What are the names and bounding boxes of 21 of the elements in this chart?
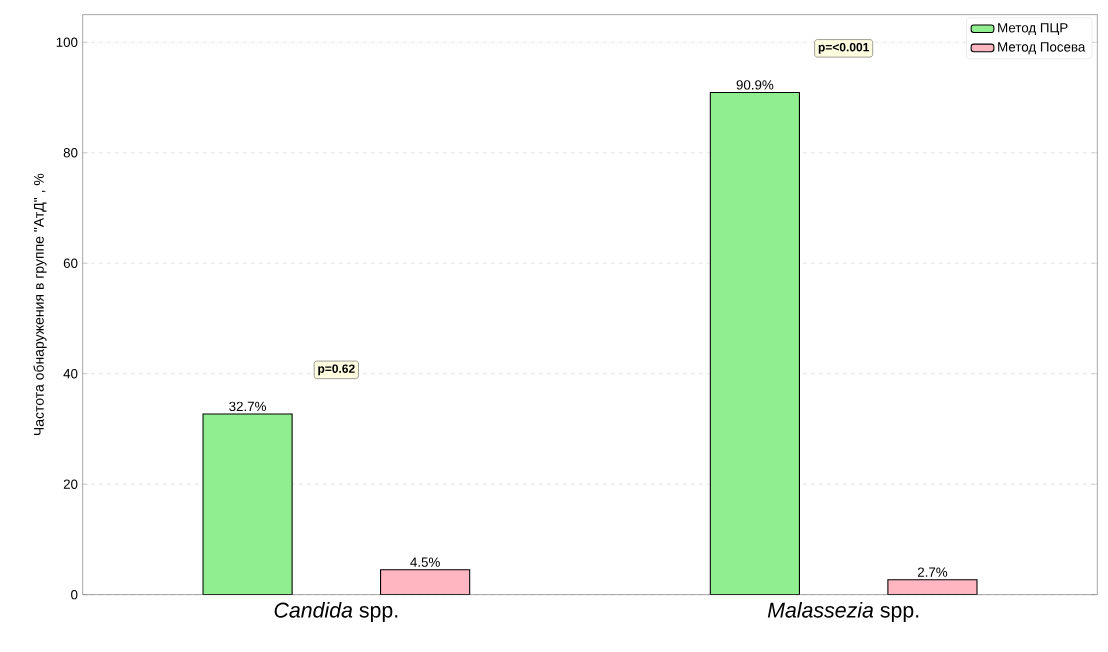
data-label: 4.5% [410, 557, 440, 567]
annotation: p=<0.001 [818, 42, 870, 54]
data-label: 2.7% [917, 567, 948, 577]
data-label: 90.9% [736, 80, 774, 90]
bar [380, 569, 471, 595]
y-tick-label: 20 [63, 479, 78, 489]
x-tick-label: Malassezia spp. [767, 602, 919, 622]
y-tick-label: 100 [56, 37, 78, 47]
y-tick-label: 60 [63, 258, 78, 268]
data-label: 32.7% [229, 401, 266, 412]
y-tick-label: 0 [71, 589, 78, 600]
y-axis-title: Частота обнаружения в группе "АтД" , % [33, 173, 47, 436]
y-tick-label: 80 [63, 148, 78, 158]
annotation: p=0.62 [318, 364, 355, 376]
legend-label: Метод ПЦР [998, 23, 1068, 35]
legend-label: Метод Посева [998, 42, 1086, 55]
x-tick-label: Candida spp. [274, 602, 398, 622]
bar [887, 579, 978, 595]
bar [709, 92, 800, 595]
y-tick-label: 40 [63, 368, 78, 379]
bar [202, 413, 293, 595]
